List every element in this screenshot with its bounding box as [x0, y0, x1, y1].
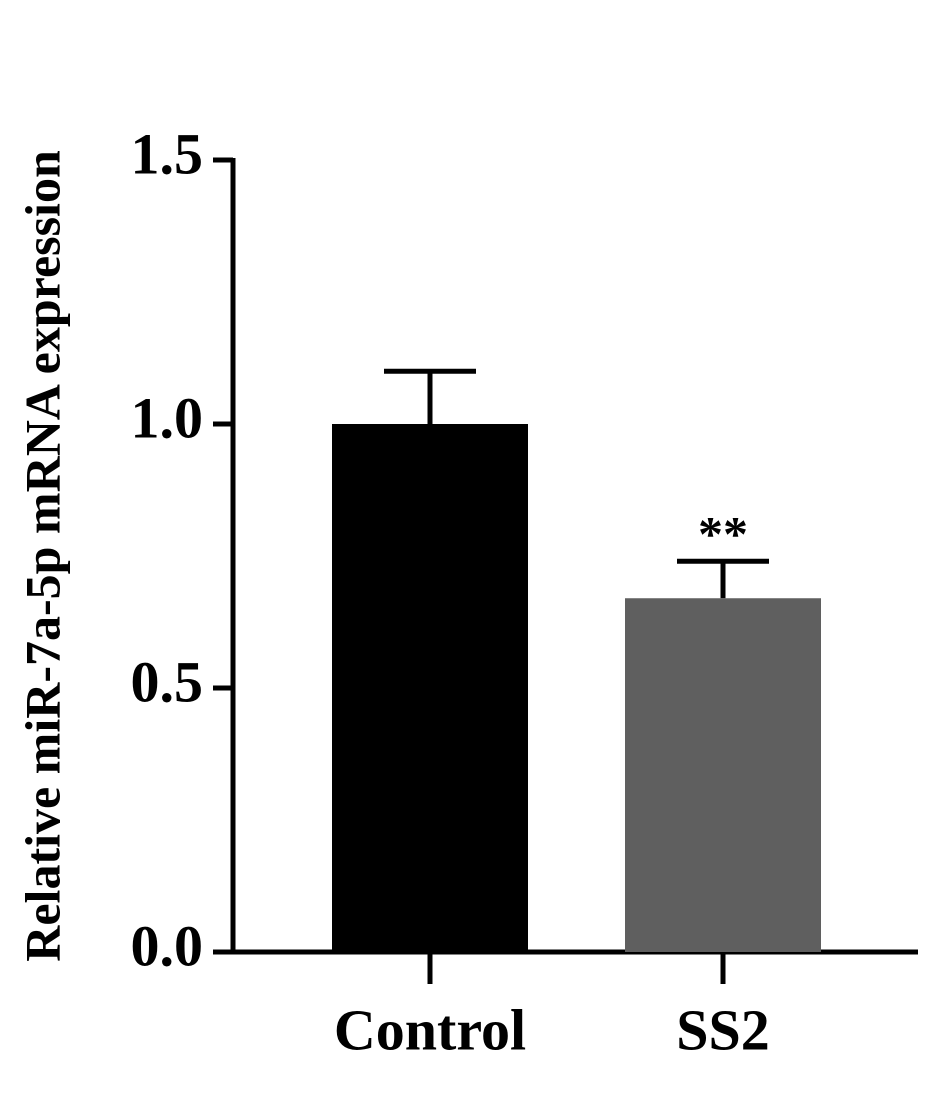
- y-axis-label: Relative miR-7a-5p mRNA expression: [14, 150, 70, 962]
- bar: [625, 598, 821, 952]
- significance-label: **: [698, 506, 748, 562]
- bar: [332, 424, 528, 952]
- y-tick-label: 1.5: [131, 121, 204, 186]
- y-tick-label: 1.0: [131, 385, 204, 450]
- y-tick-label: 0.0: [131, 913, 204, 978]
- x-tick-label: Control: [334, 997, 526, 1062]
- x-tick-label: SS2: [676, 997, 770, 1062]
- y-tick-label: 0.5: [131, 649, 204, 714]
